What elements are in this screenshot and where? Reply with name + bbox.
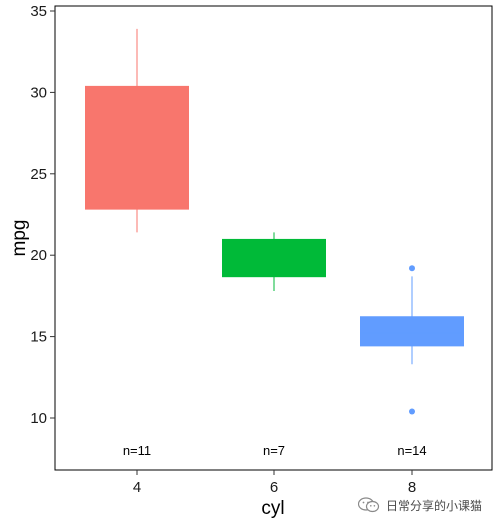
y-tick-label: 20 bbox=[30, 247, 47, 264]
box-group-4 bbox=[85, 28, 189, 233]
y-tick-label: 25 bbox=[30, 166, 47, 183]
y-tick-label: 15 bbox=[30, 329, 47, 346]
box bbox=[360, 316, 464, 347]
x-tick-label: 4 bbox=[133, 479, 141, 496]
boxes-layer bbox=[85, 28, 464, 415]
count-label: n=14 bbox=[397, 443, 426, 458]
y-tick-label: 10 bbox=[30, 410, 47, 427]
count-label: n=11 bbox=[123, 443, 151, 458]
y-tick-label: 35 bbox=[30, 3, 47, 20]
box-group-6 bbox=[222, 232, 326, 292]
x-tick-label: 8 bbox=[408, 479, 416, 496]
x-axis: 4 6 8 bbox=[133, 470, 416, 496]
outlier-point bbox=[409, 408, 415, 415]
x-tick-label: 6 bbox=[270, 479, 278, 496]
box bbox=[222, 238, 326, 278]
watermark: 日常分享的小课猫 bbox=[358, 492, 482, 518]
wechat-icon bbox=[358, 497, 380, 513]
watermark-text: 日常分享的小课猫 bbox=[386, 498, 483, 513]
y-axis-title: mpg bbox=[9, 220, 30, 257]
count-labels-layer: n=11 n=7 n=14 bbox=[123, 443, 427, 458]
outlier-point bbox=[409, 265, 415, 272]
count-label: n=7 bbox=[263, 443, 285, 458]
box-group-8 bbox=[360, 265, 464, 415]
y-tick-label: 30 bbox=[30, 84, 47, 101]
y-axis: 10 15 20 25 30 35 bbox=[30, 3, 55, 427]
box bbox=[85, 85, 189, 210]
x-axis-title: cyl bbox=[261, 498, 284, 519]
